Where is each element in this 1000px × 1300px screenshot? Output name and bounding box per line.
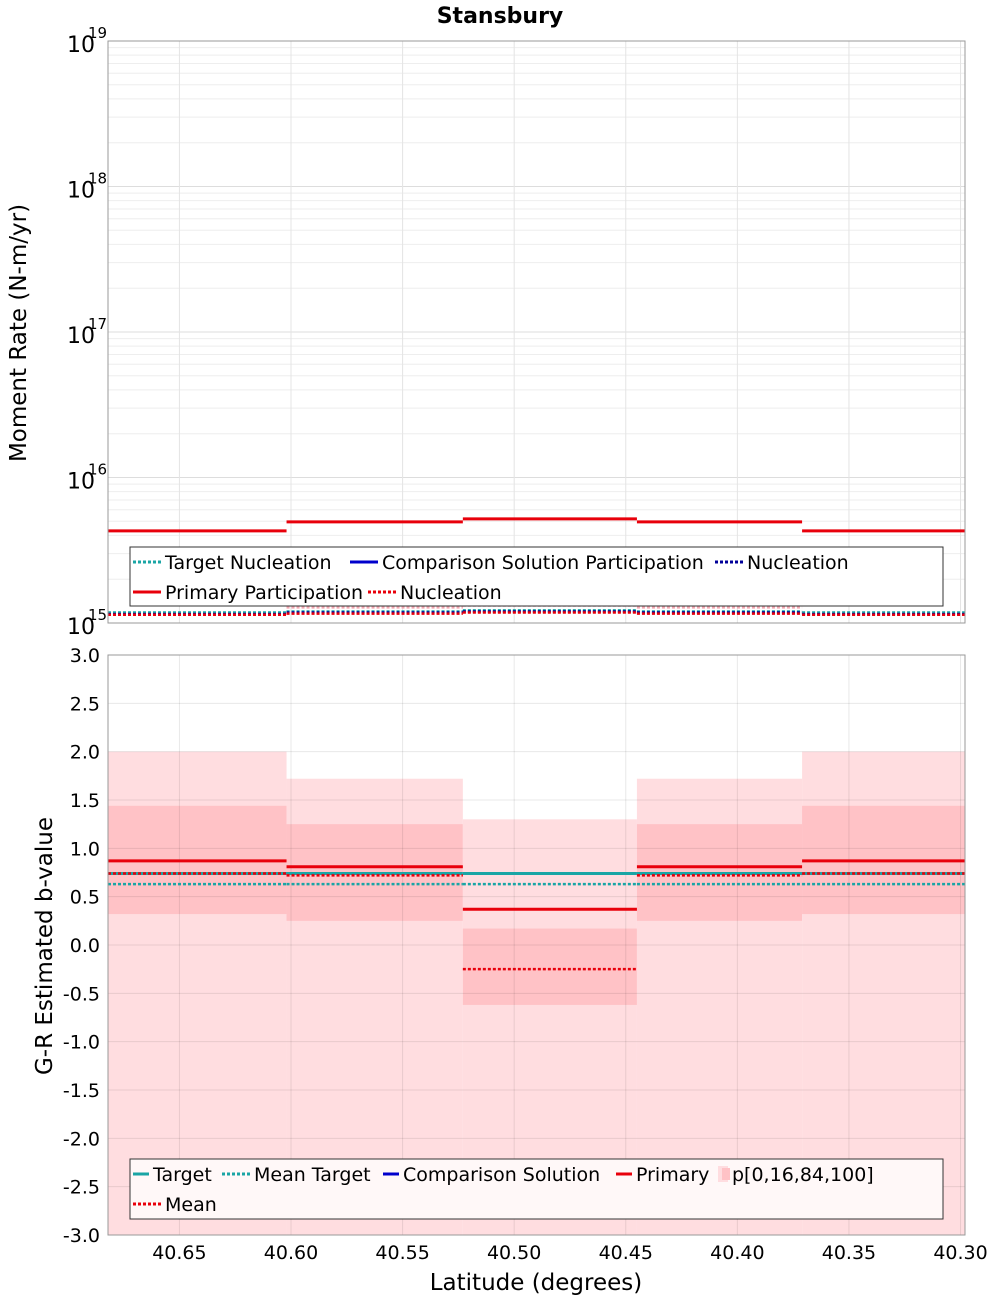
x-tick-label: 40.65 [152, 1242, 206, 1264]
bottom-y-tick-label: -1.0 [63, 1032, 100, 1054]
top-y-tick-exponent: 17 [88, 315, 107, 333]
bottom-legend-label: Comparison Solution [403, 1164, 600, 1186]
top-legend-label: Nucleation [400, 582, 502, 604]
bottom-legend-label: p[0,16,84,100] [732, 1164, 874, 1186]
top-legend-label: Comparison Solution Participation [382, 552, 704, 574]
b-value-panel: G-R Estimated b-value 3.0 2.5 2.0 1.5 1.0 0.5… [32, 645, 988, 1296]
top-y-axis-label: Moment Rate (N-m/yr) [6, 204, 32, 462]
top-y-tick-label: 10 [67, 33, 95, 58]
bottom-y-tick-label: 0.0 [70, 935, 100, 957]
chart-title: Stansbury [437, 4, 564, 29]
top-legend: Target Nucleation Comparison Solution Par… [129, 546, 944, 607]
bottom-y-tick-label: 1.5 [70, 790, 100, 812]
x-tick-label: 40.55 [375, 1242, 429, 1264]
x-tick-label: 40.40 [710, 1242, 764, 1264]
band-inner [462, 928, 637, 1005]
top-y-tick-label: 10 [67, 615, 95, 640]
bottom-legend-label: Mean [165, 1194, 217, 1216]
bottom-y-tick-label: -2.0 [63, 1128, 100, 1150]
bottom-y-tick-label: 2.0 [70, 742, 100, 764]
bottom-plot-frame [107, 654, 966, 1236]
top-legend-label: Primary Participation [165, 582, 363, 604]
top-y-tick-exponent: 15 [88, 606, 107, 624]
bottom-y-tick-label: -3.0 [63, 1225, 100, 1247]
bottom-y-tick-label: -1.5 [63, 1080, 100, 1102]
top-y-tick-label: 10 [67, 324, 95, 349]
x-tick-label: 40.60 [264, 1242, 318, 1264]
top-y-tick-exponent: 19 [88, 24, 107, 42]
x-tick-label: 40.45 [599, 1242, 653, 1264]
bottom-x-ticks: 40.65 40.60 40.55 40.50 40.45 40.40 40.35 40.30 [152, 1242, 988, 1264]
bottom-y-ticks: 3.0 2.5 2.0 1.5 1.0 0.5 0.0 -0.5 -1.0 -1.5 -2.0 -2.… [63, 645, 100, 1247]
top-y-tick-label: 10 [67, 470, 95, 495]
bottom-y-tick-label: -0.5 [63, 983, 100, 1005]
x-tick-label: 40.35 [822, 1242, 876, 1264]
top-legend-label: Nucleation [747, 552, 849, 574]
top-plot-frame [107, 40, 966, 624]
top-y-tick-exponent: 16 [88, 461, 107, 479]
top-y-tick-label: 10 [67, 179, 95, 204]
bottom-legend-label: Mean Target [254, 1164, 371, 1186]
bottom-legend-band-swatch-inner [722, 1168, 730, 1180]
x-tick-label: 40.50 [487, 1242, 541, 1264]
bottom-y-tick-label: 1.0 [70, 838, 100, 860]
bottom-legend-box [129, 1158, 944, 1220]
top-legend-box [129, 546, 944, 607]
bottom-data-lines [108, 859, 965, 971]
top-y-tick-exponent: 18 [88, 170, 107, 188]
bottom-y-tick-label: -2.5 [63, 1177, 100, 1199]
bottom-legend-label: Target [152, 1164, 212, 1186]
bottom-y-axis-label: G-R Estimated b-value [32, 817, 58, 1075]
bottom-legend-label: Primary [636, 1164, 709, 1186]
top-legend-label: Target Nucleation [164, 552, 332, 574]
x-tick-label: 40.30 [933, 1242, 987, 1264]
x-axis-label: Latitude (degrees) [430, 1270, 643, 1296]
bottom-y-tick-label: 0.5 [70, 887, 100, 909]
bottom-y-tick-label: 2.5 [70, 693, 100, 715]
moment-rate-panel: Stansbury Moment Rate (N-m/yr) 101510161… [6, 4, 966, 640]
bottom-y-tick-label: 3.0 [70, 645, 100, 667]
bottom-legend: Target Mean Target Comparison Solution Prim… [129, 1158, 944, 1220]
